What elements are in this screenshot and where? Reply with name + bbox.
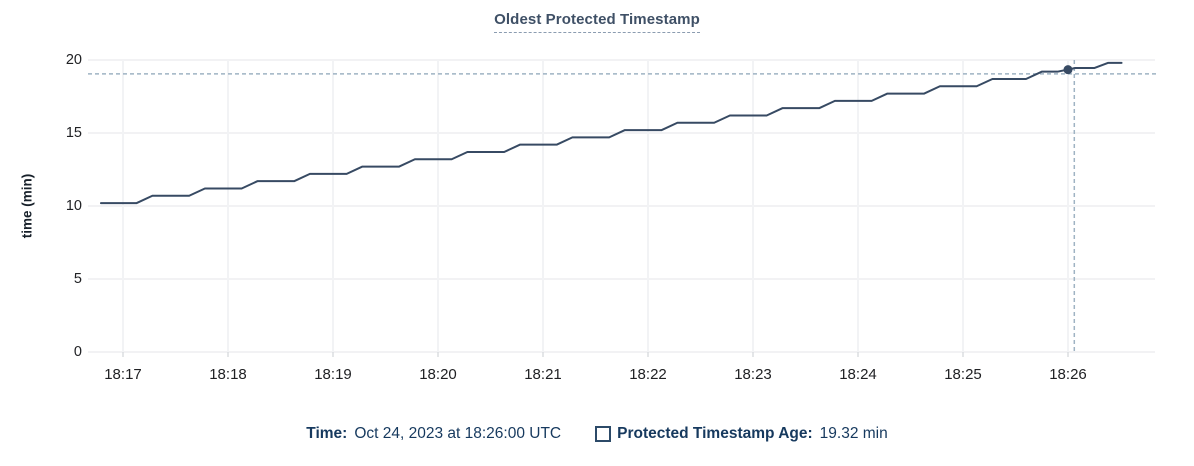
x-tick-label: 18:22 bbox=[629, 366, 667, 383]
legend-time-label: Time: bbox=[306, 425, 348, 442]
y-tick-label: 20 bbox=[65, 52, 82, 68]
x-tick-label: 18:18 bbox=[209, 366, 247, 383]
x-tick-label: 18:23 bbox=[734, 366, 772, 383]
x-tick-label: 18:20 bbox=[419, 366, 457, 383]
y-tick-label: 5 bbox=[73, 271, 82, 287]
data-line-protected-timestamp-age bbox=[99, 61, 1123, 205]
x-tick-label: 18:21 bbox=[524, 366, 562, 383]
y-tick-label: 0 bbox=[73, 344, 82, 360]
legend-series-swatch-icon[interactable] bbox=[595, 426, 612, 442]
x-tick-label: 18:24 bbox=[839, 366, 877, 383]
x-tick-label: 18:17 bbox=[104, 366, 142, 383]
x-tick-label: 18:19 bbox=[314, 366, 352, 383]
chart-title[interactable]: Oldest Protected Timestamp bbox=[494, 11, 700, 33]
legend-series-item[interactable]: Protected Timestamp Age: 19.32 min bbox=[595, 425, 888, 443]
chart-legend: Time: Oct 24, 2023 at 18:26:00 UTC Prote… bbox=[0, 425, 1194, 443]
hover-point-dot bbox=[1063, 65, 1073, 75]
legend-time-value: Oct 24, 2023 at 18:26:00 UTC bbox=[354, 425, 562, 442]
y-tick-label: 10 bbox=[65, 198, 82, 214]
x-tick-label: 18:25 bbox=[944, 366, 982, 383]
legend-series-value: 19.32 min bbox=[819, 425, 888, 442]
x-tick-label: 18:26 bbox=[1049, 366, 1087, 383]
chart-header: Oldest Protected Timestamp bbox=[0, 11, 1194, 33]
legend-series-label: Protected Timestamp Age: bbox=[617, 425, 813, 442]
y-tick-label: 15 bbox=[65, 125, 82, 141]
